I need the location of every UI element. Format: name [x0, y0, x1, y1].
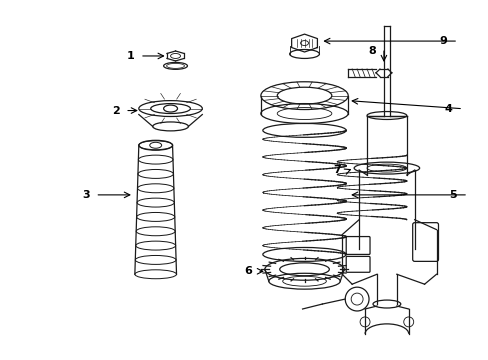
Text: 2: 2 — [112, 105, 120, 116]
Text: 1: 1 — [127, 51, 135, 61]
Text: 5: 5 — [448, 190, 456, 200]
Text: 8: 8 — [367, 46, 375, 56]
Text: 4: 4 — [444, 104, 451, 113]
Text: 7: 7 — [333, 165, 341, 175]
Text: 6: 6 — [244, 266, 251, 276]
Text: 9: 9 — [439, 36, 447, 46]
Text: 3: 3 — [82, 190, 90, 200]
